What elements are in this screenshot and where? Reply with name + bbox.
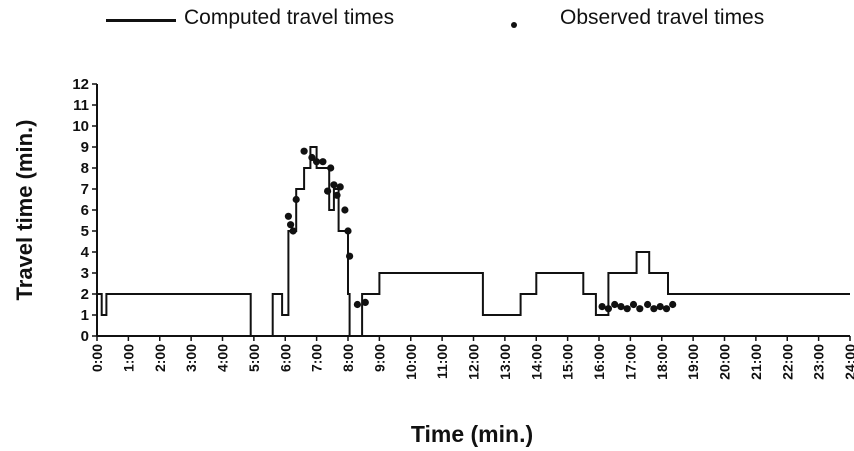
x-axis-ticks: 0:00 1:00 2:00 3:00 4:00 5:00 6:00 7:00 8:00 9:00… — [89, 336, 854, 380]
x-tick-label: 19:00 — [685, 344, 701, 380]
x-tick-label: 17:00 — [622, 344, 638, 380]
observed-point — [617, 303, 625, 311]
observed-point — [284, 212, 292, 220]
x-tick-label: 12:00 — [466, 344, 482, 380]
x-tick-label: 2:00 — [152, 344, 168, 372]
y-tick-label: 10 — [72, 118, 89, 135]
y-tick-label: 6 — [81, 202, 89, 219]
x-tick-label: 21:00 — [748, 344, 764, 380]
x-tick-label: 10:00 — [403, 344, 419, 380]
observed-point — [287, 221, 295, 229]
x-tick-label: 1:00 — [120, 344, 136, 372]
observed-point — [361, 298, 369, 306]
observed-point — [644, 300, 652, 309]
observed-point — [636, 305, 644, 313]
x-tick-label: 7:00 — [309, 344, 325, 372]
x-tick-label: 13:00 — [497, 344, 513, 380]
x-tick-label: 3:00 — [183, 344, 199, 372]
observed-point — [292, 195, 300, 204]
y-tick-label: 9 — [81, 139, 89, 156]
y-tick-label: 5 — [81, 223, 89, 240]
observed-point — [611, 300, 619, 309]
observed-point — [650, 305, 658, 313]
x-tick-label: 11:00 — [434, 344, 450, 379]
observed-point — [604, 305, 613, 313]
y-tick-label: 7 — [81, 181, 89, 198]
y-tick-label: 8 — [81, 160, 89, 177]
x-tick-label: 9:00 — [371, 344, 387, 372]
legend-computed-line-swatch — [106, 19, 176, 22]
observed-point — [669, 300, 677, 309]
series-observed-group — [284, 147, 677, 313]
x-tick-label: 14:00 — [528, 344, 544, 380]
series-computed-line — [97, 146, 850, 337]
observed-point — [300, 147, 308, 155]
series-computed-group — [97, 146, 850, 337]
chart-axes — [96, 84, 850, 337]
x-tick-label: 20:00 — [717, 344, 733, 380]
y-tick-label: 2 — [81, 286, 89, 303]
y-axis-title: Travel time (min.) — [12, 120, 37, 301]
legend-observed-label: Observed travel times — [560, 6, 765, 29]
legend-observed-dot-swatch — [511, 22, 517, 28]
x-axis-title: Time (min.) — [411, 421, 533, 447]
x-tick-label: 18:00 — [654, 344, 670, 380]
observed-point — [346, 252, 354, 260]
y-tick-label: 12 — [72, 76, 89, 93]
y-tick-label: 11 — [73, 97, 89, 114]
observed-point — [327, 164, 335, 172]
y-tick-label: 0 — [81, 328, 89, 345]
x-tick-label: 24:00 — [842, 344, 854, 380]
observed-point — [330, 181, 338, 189]
x-tick-label: 0:00 — [89, 344, 105, 372]
x-tick-label: 5:00 — [246, 344, 262, 372]
x-tick-label: 23:00 — [811, 344, 827, 380]
observed-point — [662, 305, 671, 313]
observed-point — [656, 303, 664, 311]
observed-point — [341, 206, 349, 214]
observed-point — [289, 227, 297, 235]
observed-point — [319, 158, 327, 166]
y-tick-label: 4 — [81, 244, 90, 261]
observed-point — [623, 305, 631, 313]
observed-point — [313, 158, 321, 166]
observed-point — [333, 191, 341, 199]
legend-computed-label: Computed travel times — [184, 6, 395, 29]
observed-point — [344, 227, 352, 235]
observed-point — [308, 153, 316, 162]
observed-point — [598, 303, 606, 311]
observed-point — [353, 300, 361, 309]
observed-point — [324, 187, 332, 195]
y-tick-label: 3 — [81, 265, 89, 282]
x-tick-label: 16:00 — [591, 344, 607, 380]
x-tick-label: 6:00 — [277, 344, 293, 372]
y-tick-label: 1 — [81, 307, 89, 324]
observed-point — [336, 183, 344, 191]
legend: Computed travel times Observed travel ti… — [0, 6, 854, 40]
x-tick-label: 15:00 — [560, 344, 576, 380]
x-tick-label: 8:00 — [340, 344, 356, 372]
x-tick-label: 4:00 — [215, 344, 231, 372]
observed-point — [629, 300, 638, 309]
x-tick-label: 22:00 — [779, 344, 795, 380]
